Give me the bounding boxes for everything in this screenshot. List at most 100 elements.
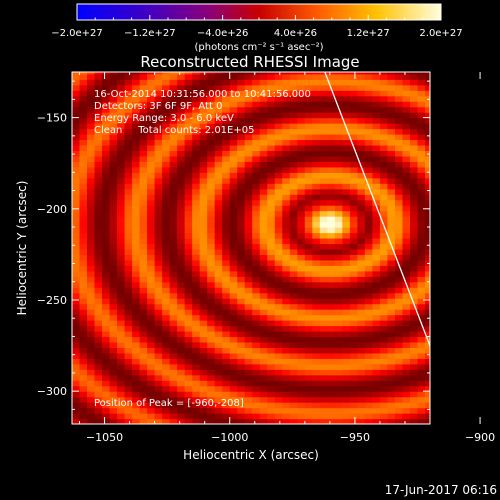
heatmap-cell <box>274 418 283 424</box>
heatmap-cell <box>387 150 396 157</box>
heatmap-cell <box>402 166 411 173</box>
heatmap-cell <box>222 112 231 119</box>
heatmap-cell <box>229 391 238 398</box>
heatmap-cell <box>417 95 426 102</box>
heatmap-cell <box>424 101 430 108</box>
heatmap-cell <box>237 309 246 316</box>
heatmap-cell <box>417 281 426 288</box>
heatmap-cell <box>417 380 426 387</box>
heatmap-cell <box>214 320 223 327</box>
heatmap-cell <box>102 194 111 201</box>
heatmap-cell <box>222 73 231 80</box>
heatmap-cell <box>342 336 351 343</box>
heatmap-cell <box>349 281 358 288</box>
heatmap-cell <box>379 95 389 102</box>
heatmap-cell <box>192 341 201 348</box>
heatmap-cell <box>387 292 396 299</box>
heatmap-cell <box>169 134 178 141</box>
heatmap-cell <box>109 352 118 359</box>
heatmap-cell <box>252 402 261 409</box>
heatmap-cell <box>229 309 238 316</box>
heatmap-cell <box>154 363 163 370</box>
heatmap-cell <box>417 144 426 152</box>
heatmap-cell <box>124 123 133 130</box>
heatmap-cell <box>214 199 223 206</box>
heatmap-cell <box>244 139 253 146</box>
heatmap-cell <box>94 374 103 381</box>
heatmap-cell <box>94 134 103 141</box>
heatmap-cell <box>319 101 328 108</box>
heatmap-cell <box>327 101 336 108</box>
heatmap-cell <box>364 73 374 80</box>
heatmap-cell <box>312 188 321 195</box>
heatmap-cell <box>222 341 231 348</box>
heatmap-cell <box>357 254 366 261</box>
heatmap-cell <box>327 270 336 277</box>
heatmap-cell <box>132 101 141 108</box>
heatmap-cell <box>229 73 238 80</box>
heatmap-cell <box>132 369 141 376</box>
heatmap-cell <box>334 303 343 310</box>
heatmap-cell <box>334 309 343 316</box>
heatmap-cell <box>349 183 358 190</box>
heatmap-cell <box>147 177 156 184</box>
heatmap-cell <box>349 101 358 108</box>
heatmap-cell <box>357 101 366 108</box>
heatmap-cell <box>79 123 88 130</box>
heatmap-cell <box>342 314 351 321</box>
heatmap-cell <box>117 84 126 91</box>
heatmap-cell <box>94 227 103 234</box>
heatmap-cell <box>207 380 216 387</box>
heatmap-cell <box>154 292 163 299</box>
heatmap-cell <box>154 216 163 223</box>
heatmap-cell <box>349 418 358 424</box>
heatmap-cell <box>154 374 163 381</box>
heatmap-cell <box>372 391 381 398</box>
heatmap-cell <box>147 90 156 97</box>
heatmap-cell <box>424 227 430 234</box>
heatmap-cell <box>312 287 321 294</box>
heatmap-cell <box>139 84 148 91</box>
heatmap-cell <box>72 276 81 283</box>
heatmap-cell <box>222 347 231 354</box>
heatmap-cell <box>139 287 148 294</box>
heatmap-cell <box>94 396 103 403</box>
heatmap-cell <box>87 248 96 255</box>
heatmap-cell <box>342 320 351 327</box>
heatmap-cell <box>297 254 306 261</box>
heatmap-cell <box>319 265 328 272</box>
heatmap-cell <box>192 287 201 294</box>
heatmap-cell <box>162 210 171 217</box>
heatmap-cell <box>372 194 381 201</box>
heatmap-cell <box>102 396 111 403</box>
heatmap-cell <box>124 259 133 266</box>
heatmap-cell <box>117 374 126 381</box>
heatmap-cell <box>304 128 313 135</box>
heatmap-cell <box>132 150 141 157</box>
heatmap-cell <box>267 101 276 108</box>
heatmap-cell <box>154 106 163 113</box>
heatmap-cell <box>372 106 381 113</box>
heatmap-cell <box>222 194 231 201</box>
heatmap-cell <box>364 134 374 141</box>
heatmap-cell <box>379 123 389 130</box>
heatmap-cell <box>304 363 313 370</box>
heatmap-cell <box>379 276 389 283</box>
heatmap-cell <box>139 248 148 255</box>
heatmap-cell <box>199 95 208 102</box>
heatmap-cell <box>282 106 291 113</box>
heatmap-cell <box>79 139 88 146</box>
heatmap-cell <box>184 112 193 119</box>
heatmap-cell <box>117 210 126 217</box>
heatmap-cell <box>94 276 103 283</box>
heatmap-cell <box>184 292 193 299</box>
heatmap-cell <box>94 232 103 239</box>
heatmap-cell <box>274 374 283 381</box>
heatmap-cell <box>154 79 163 86</box>
heatmap-cell <box>117 298 126 305</box>
heatmap-cell <box>252 407 261 414</box>
heatmap-cell <box>342 259 351 266</box>
heatmap-cell <box>252 128 261 135</box>
heatmap-cell <box>109 84 118 91</box>
heatmap-cell <box>364 418 374 424</box>
